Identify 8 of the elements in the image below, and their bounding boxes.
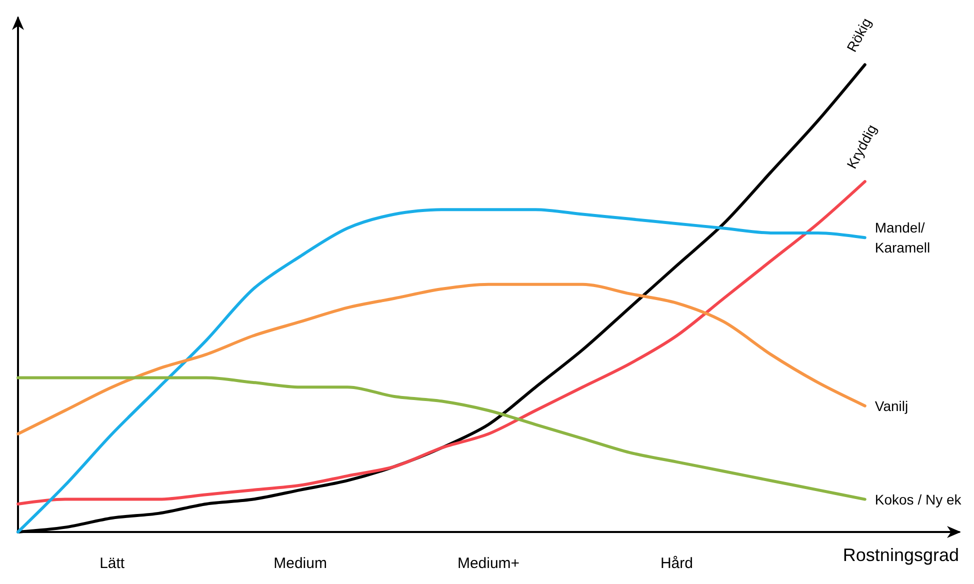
- x-tick-label: Lätt: [100, 555, 126, 572]
- series-label: Vanilj: [874, 398, 908, 414]
- x-tick-label: Medium+: [457, 555, 520, 572]
- series-label: Mandel/ Karamell: [874, 220, 930, 256]
- series-label: Kokos / Ny ek: [874, 491, 962, 508]
- x-axis-title: Rostningsgrad: [842, 545, 959, 565]
- x-tick-label: Medium: [274, 555, 327, 572]
- x-tick-label: Hård: [660, 555, 693, 572]
